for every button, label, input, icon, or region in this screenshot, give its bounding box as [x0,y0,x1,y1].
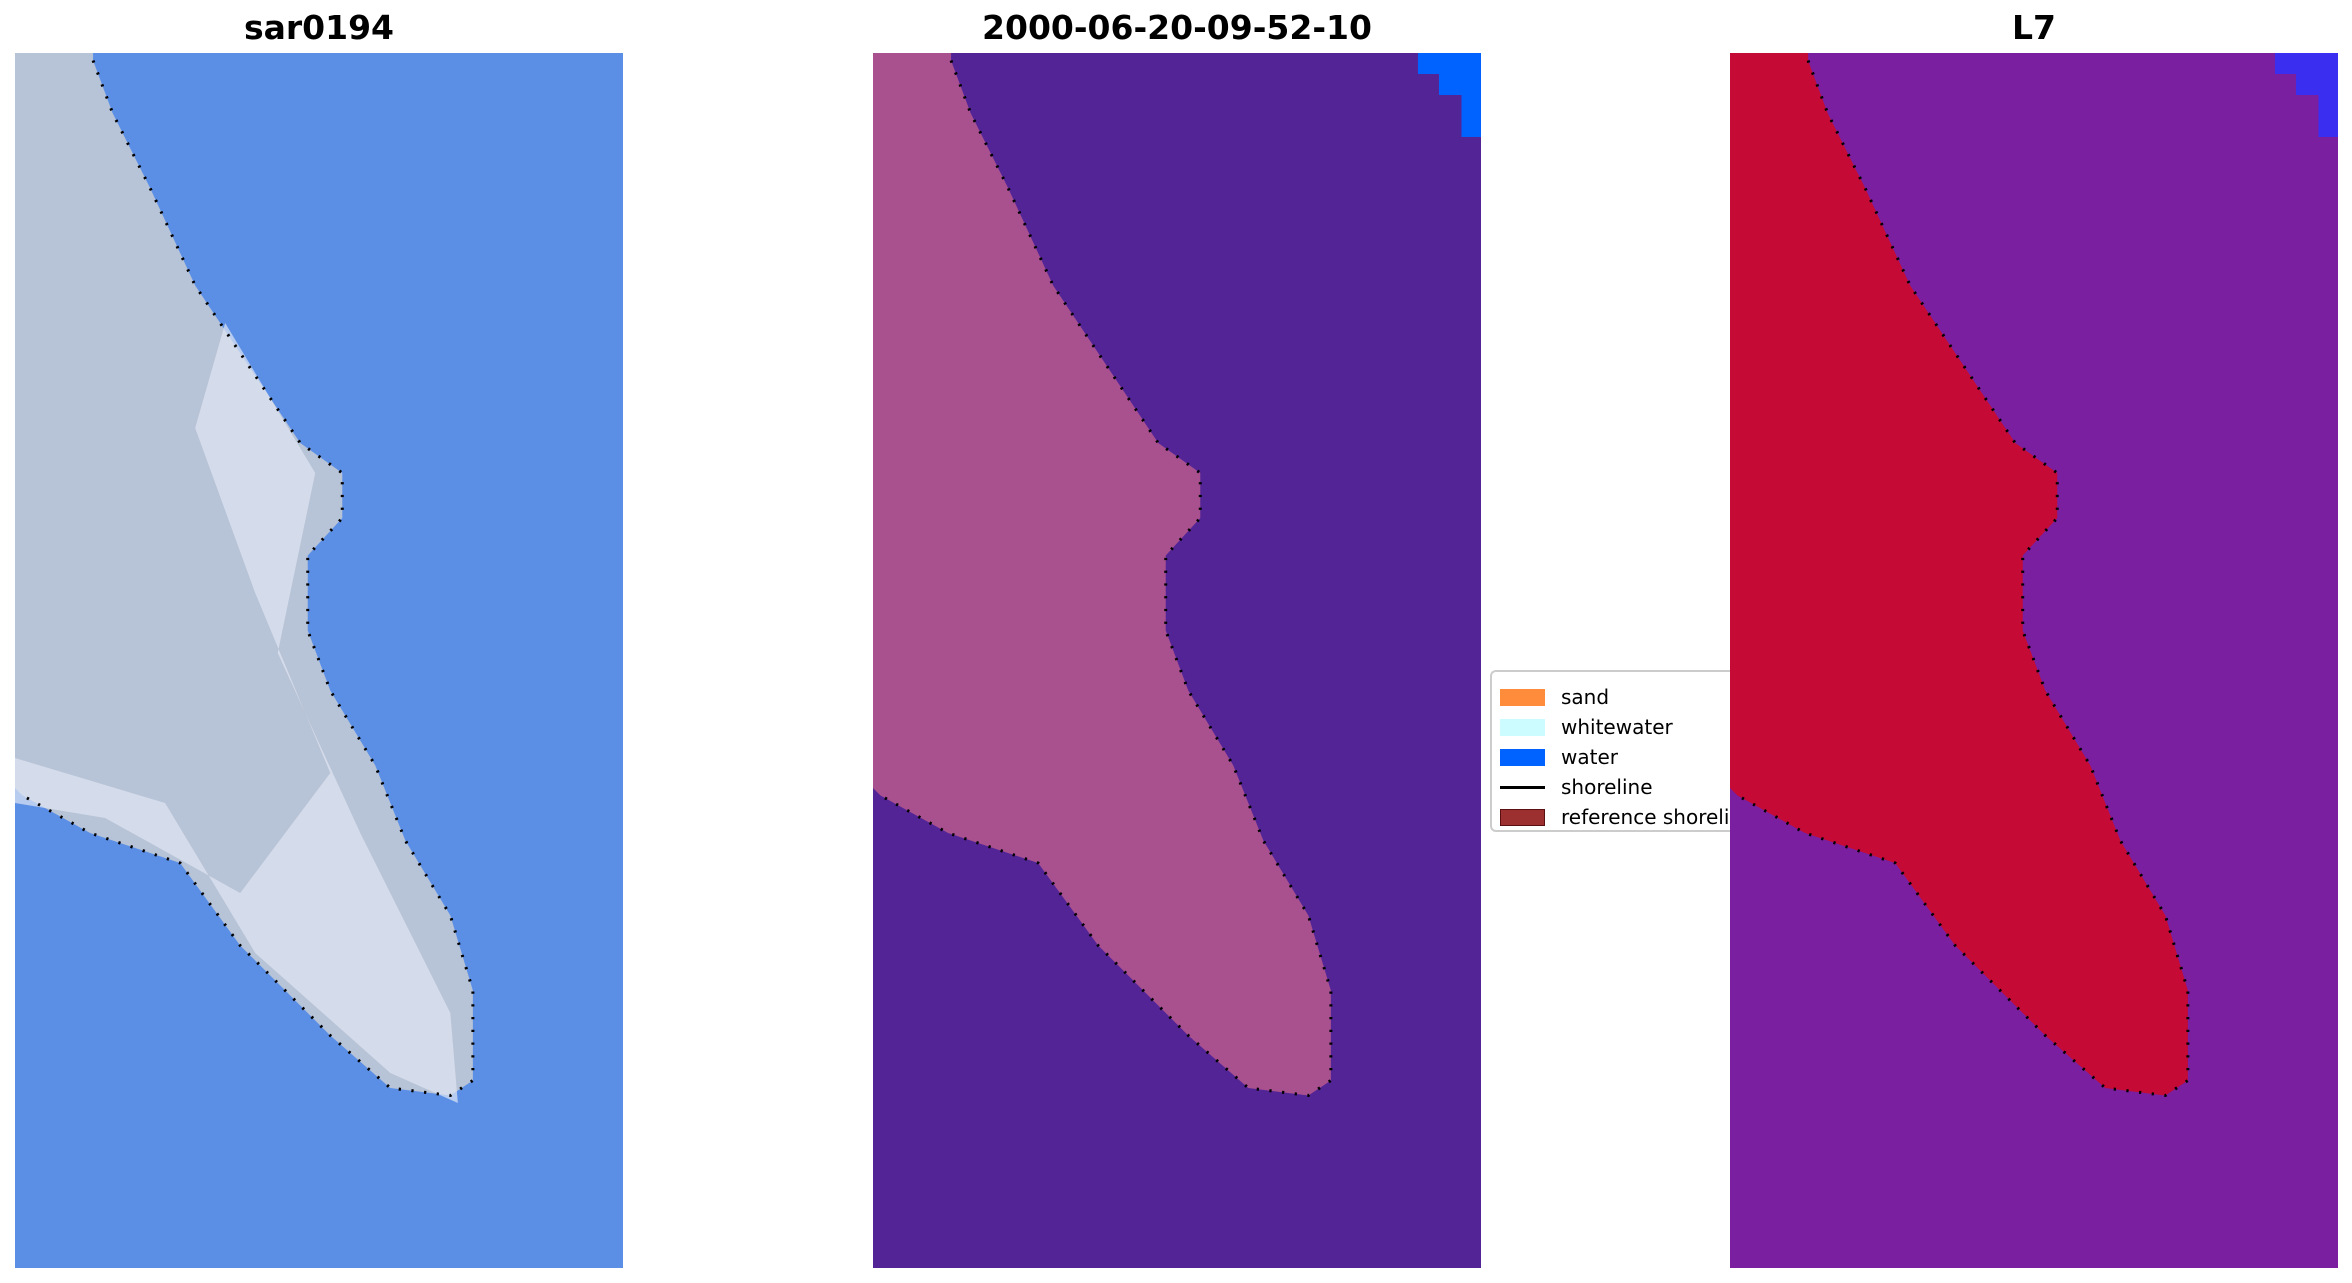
whitewater-area [15,323,458,1103]
legend-item-sand: sand [1500,682,1609,712]
legend-label: shoreline [1561,775,1653,799]
legend-item-whitewater: whitewater [1500,712,1673,742]
panel-title-1: sar0194 [243,8,395,47]
legend-label: sand [1561,685,1610,709]
reference-shoreline-swatch [1500,808,1545,826]
shoreline-line-swatch [1500,785,1545,789]
legend-item-reference-shoreline: reference shoreline [1500,802,1752,830]
rgb-image-panel [15,53,623,1268]
water-pixels [2274,53,2338,137]
legend-item-shoreline: shoreline [1500,772,1653,802]
legend-label: water [1561,745,1618,769]
shoreline [1736,59,2190,1098]
panel-title-3: L7 [2012,8,2056,47]
whitewater-swatch [1500,718,1545,736]
panel-title-2: 2000-06-20-09-52-10 [982,8,1372,47]
classified-image-panel [873,53,1481,1268]
sand-swatch [1500,688,1545,706]
sand-area [1730,53,2188,1096]
legend-label: whitewater [1561,715,1673,739]
shoreline [21,59,475,1098]
sand-area [873,53,1331,1096]
mndwi-image-panel [1730,53,2338,1268]
water-swatch [1500,748,1545,766]
legend: sand whitewater water shoreline referenc… [1490,670,1752,832]
legend-item-water: water [1500,742,1618,772]
legend-label: reference shoreline [1561,805,1752,829]
water-pixels [1417,53,1481,137]
shoreline [879,59,1333,1098]
